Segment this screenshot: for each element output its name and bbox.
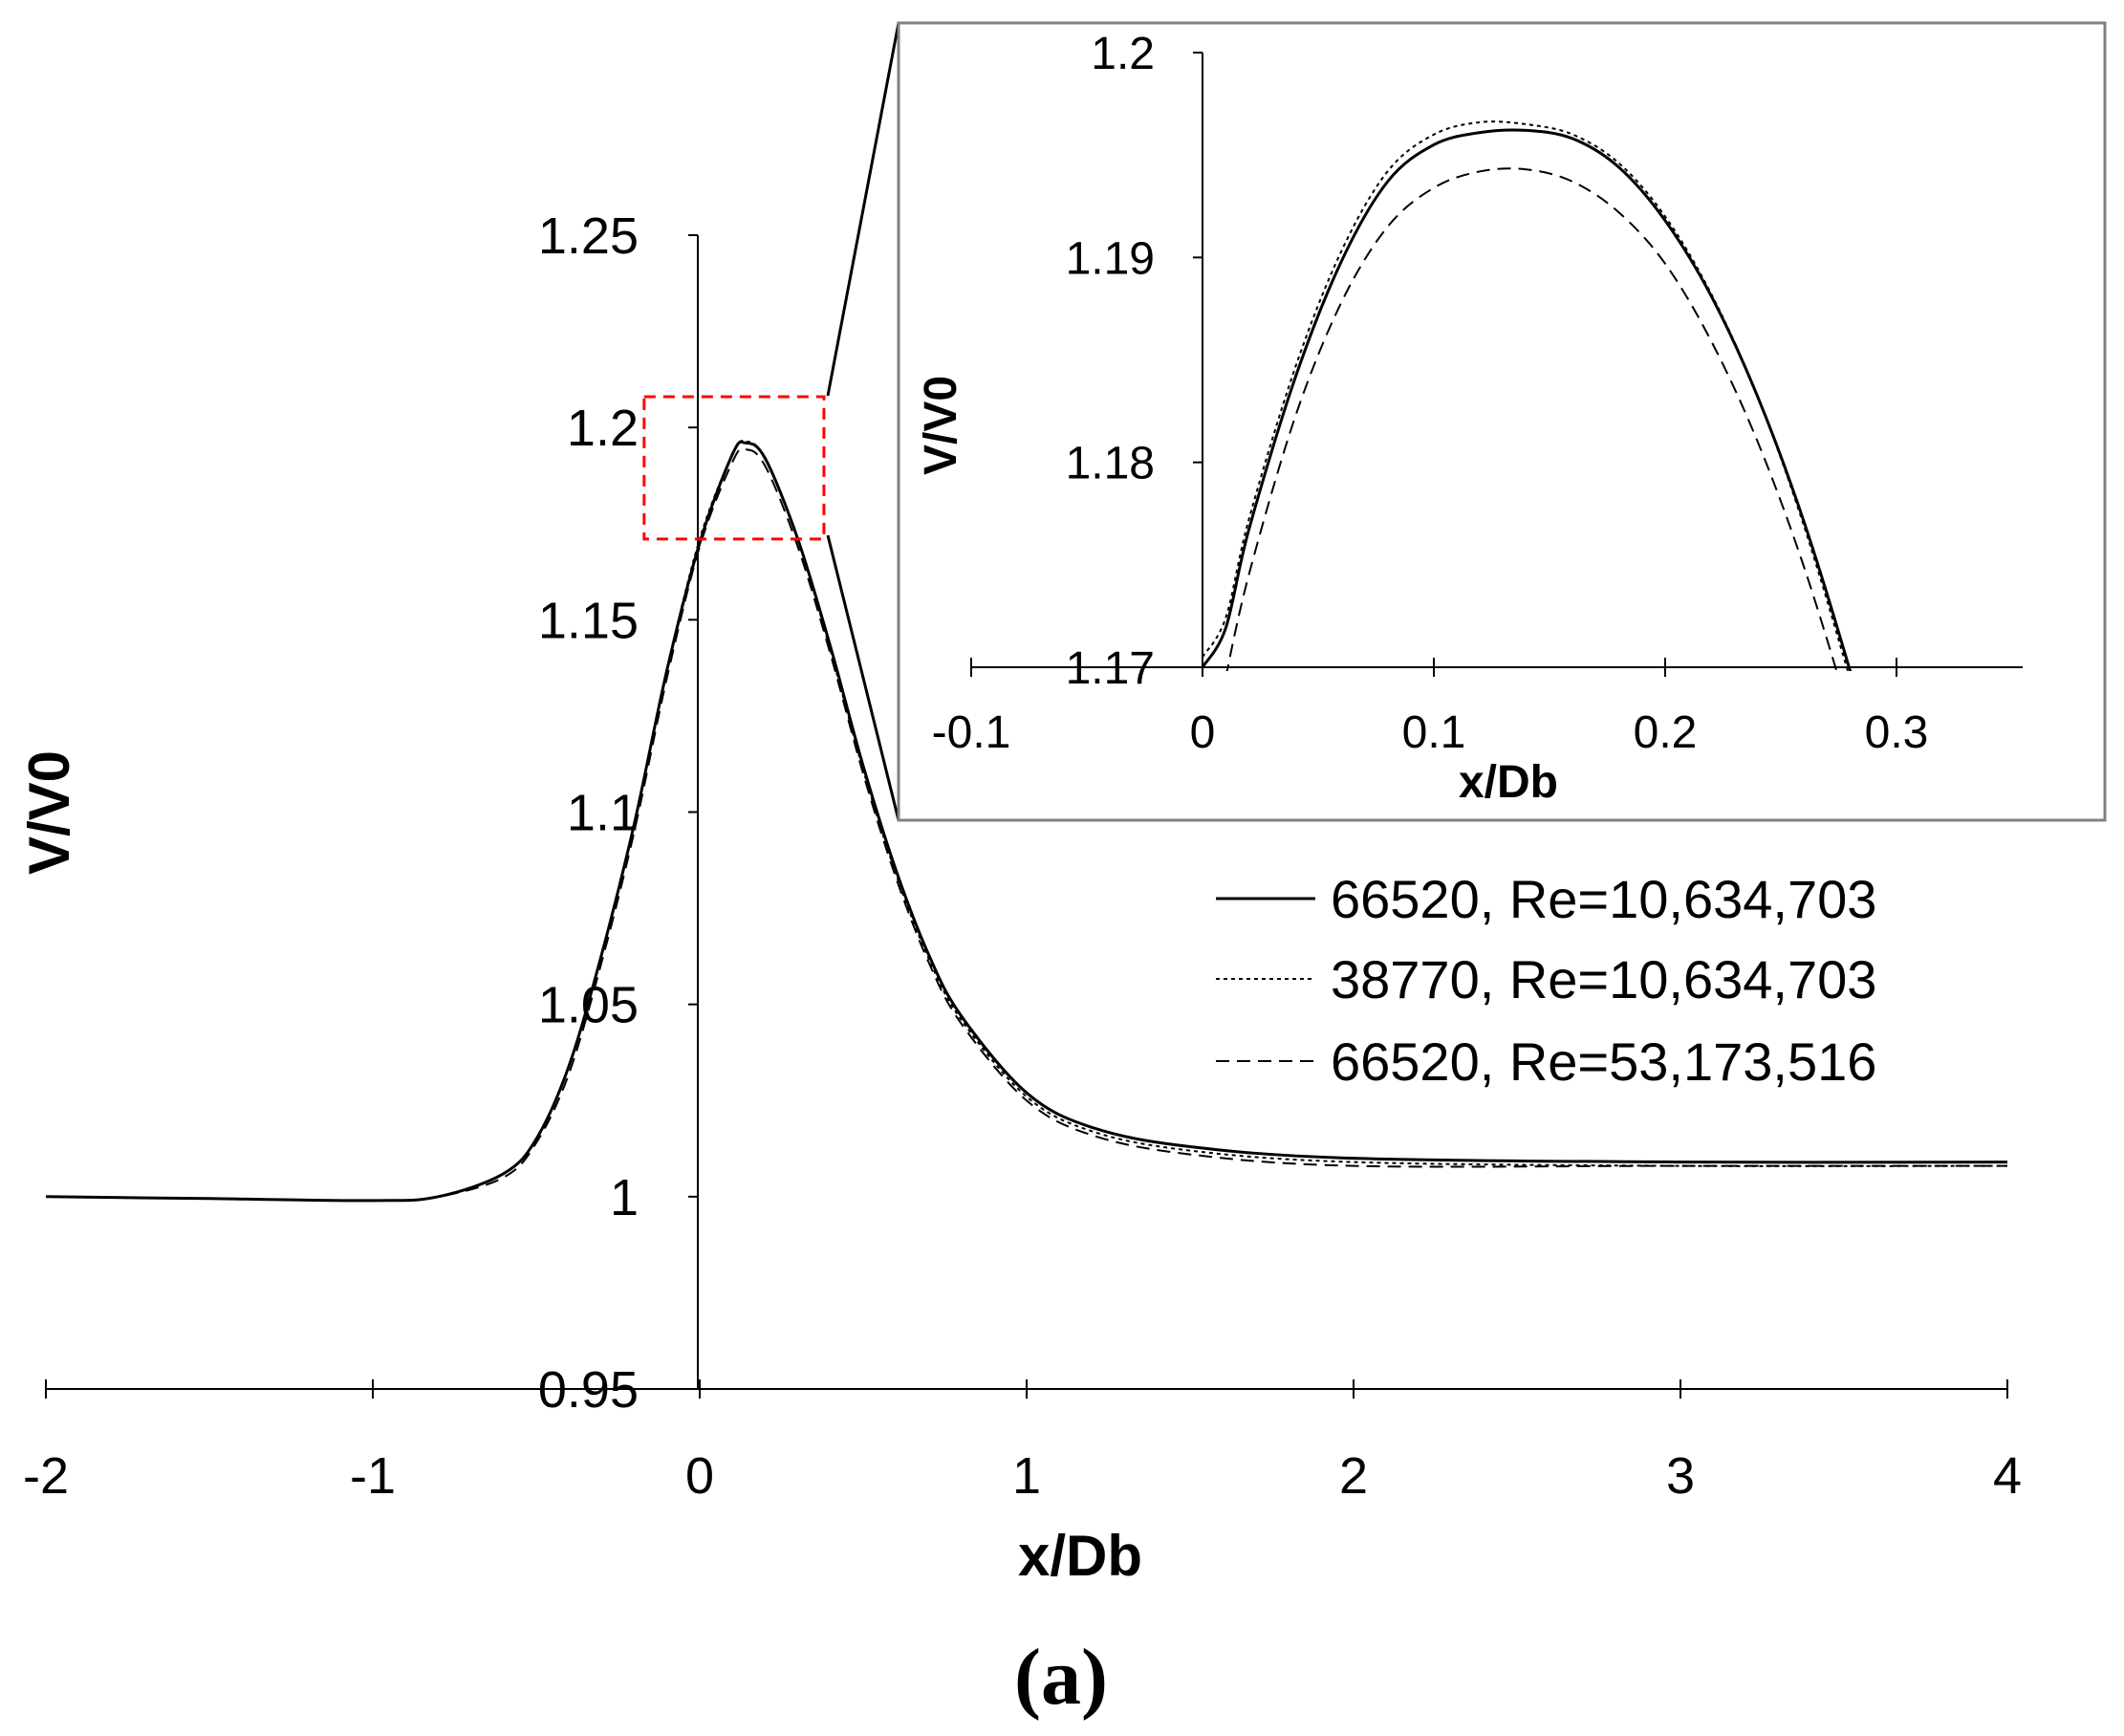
main-series-group (45, 440, 2008, 1203)
zoom-connector-bottom (826, 534, 900, 821)
main-x-axis-title: x/Db (1018, 1524, 1142, 1588)
zoom-region-box (642, 395, 826, 541)
inset-y-tick-label: 1.17 (1066, 643, 1155, 694)
main-x-tick-label: 4 (1993, 1447, 2022, 1505)
inset-x-ticks: -0.1 0 0.1 0.2 0.3 (932, 658, 1929, 758)
inset-series-line-dashed (1225, 167, 1838, 671)
inset-x-tick-label: 0.1 (1402, 707, 1466, 758)
legend: 66520, Re=10,634,703 38770, Re=10,634,70… (1216, 869, 1876, 1092)
legend-label-2: 38770, Re=10,634,703 (1331, 949, 1876, 1009)
figure-caption: (a) (1014, 1633, 1108, 1722)
legend-label-1: 66520, Re=10,634,703 (1331, 869, 1876, 929)
main-y-tick-label: 1.25 (538, 207, 639, 265)
main-series-line-dotted (45, 440, 2008, 1202)
inset-y-tick-label: 1.19 (1066, 233, 1155, 284)
main-y-tick-label: 0.95 (538, 1361, 639, 1419)
main-y-tick-label: 1.15 (538, 592, 639, 649)
main-y-tick-label: 1.2 (567, 400, 639, 457)
main-y-tick-label: 1 (610, 1169, 639, 1226)
main-series-line-dashed (45, 447, 2007, 1202)
inset-x-tick-label: 0.3 (1865, 707, 1929, 758)
inset-y-ticks: 1.17 1.18 1.19 1.2 (1066, 29, 1203, 694)
zoom-connector-top (826, 22, 900, 397)
inset-y-tick-label: 1.18 (1066, 439, 1155, 489)
inset-y-axis-title: V/V0 (916, 376, 966, 475)
inset-series-line-solid (1203, 128, 1853, 671)
main-x-ticks: -2 -1 0 1 2 3 4 (23, 1379, 2022, 1505)
main-y-axis-title: V/V0 (17, 750, 81, 875)
main-x-tick-label: -2 (23, 1447, 69, 1505)
inset-x-axis-title: x/Db (1459, 757, 1558, 808)
inset-series-group (1203, 120, 1853, 671)
main-y-tick-label: 1.1 (567, 785, 639, 842)
main-x-tick-label: 2 (1339, 1447, 1368, 1505)
inset-x-tick-label: 0.2 (1634, 707, 1698, 758)
inset-x-tick-label: 0 (1190, 707, 1216, 758)
inset-x-tick-label: -0.1 (932, 707, 1011, 758)
legend-label-3: 66520, Re=53,173,516 (1331, 1031, 1876, 1092)
main-x-tick-label: 3 (1666, 1447, 1695, 1505)
main-x-tick-label: -1 (350, 1447, 396, 1505)
main-x-tick-label: 0 (685, 1447, 714, 1505)
inset-frame (897, 21, 2107, 822)
main-x-tick-label: 1 (1012, 1447, 1041, 1505)
inset-chart: -0.1 0 0.1 0.2 0.3 1.17 1.18 1.19 1.2 x/Db V/V0 (897, 21, 2107, 822)
inset-y-tick-label: 1.2 (1091, 29, 1155, 79)
